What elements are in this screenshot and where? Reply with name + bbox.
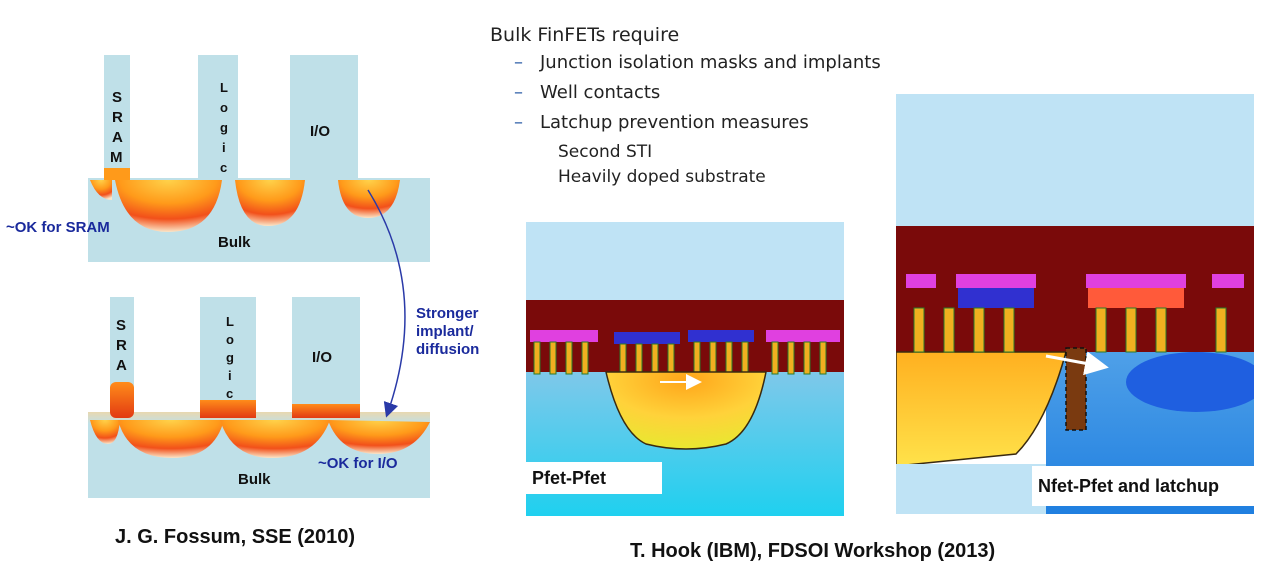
left-caption: J. G. Fossum, SSE (2010) bbox=[115, 526, 356, 548]
bullet-subitem: Second STI bbox=[558, 142, 653, 162]
bulk-label-top: Bulk bbox=[218, 234, 251, 251]
right-caption: T. Hook (IBM), FDSOI Workshop (2013) bbox=[630, 540, 996, 562]
bullet-item: – Latchup prevention measures bbox=[514, 112, 809, 133]
io-label-bottom: I/O bbox=[312, 349, 332, 366]
top-substrate bbox=[88, 55, 430, 262]
stronger-implant-arrow bbox=[367, 189, 406, 418]
bullet-item: – Junction isolation masks and implants bbox=[514, 52, 881, 73]
bottom-substrate bbox=[88, 297, 430, 498]
nfet-pfet-label: Nfet-Pfet and latchup bbox=[1032, 466, 1256, 506]
pfet-pfet-label: Pfet-Pfet bbox=[526, 462, 662, 494]
io-note: ~OK for I/O bbox=[318, 455, 398, 472]
arrow-label: Stronger implant/ diffusion bbox=[416, 305, 483, 358]
bullet-title: Bulk FinFETs require bbox=[490, 24, 680, 46]
sram-note: ~OK for SRAM bbox=[6, 219, 110, 236]
bulk-label-bottom: Bulk bbox=[238, 471, 271, 488]
pfet-pfet-simulation bbox=[526, 222, 844, 516]
bullet-subitem: Heavily doped substrate bbox=[558, 167, 766, 187]
nfet-pfet-simulation bbox=[896, 94, 1254, 514]
io-label-top: I/O bbox=[310, 123, 330, 140]
bullet-item: – Well contacts bbox=[514, 82, 661, 103]
bullet-list: Bulk FinFETs require – Junction isolation… bbox=[490, 24, 881, 192]
